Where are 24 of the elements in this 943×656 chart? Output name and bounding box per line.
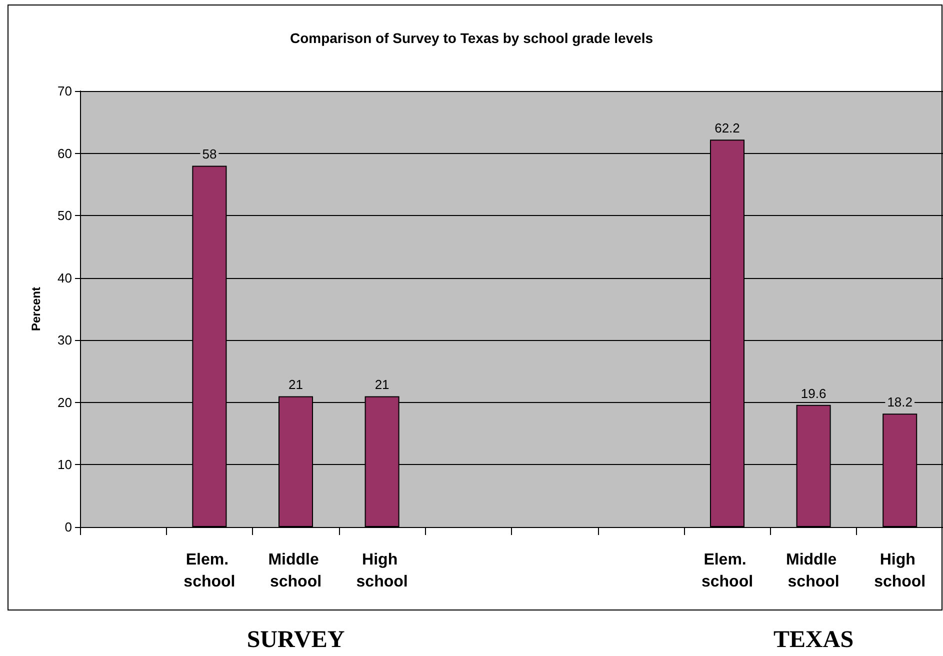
y-tick-label: 0 bbox=[64, 520, 72, 534]
chart-title: Comparison of Survey to Texas by school grade levels bbox=[290, 30, 654, 46]
x-tick-label: Middle school bbox=[268, 552, 324, 590]
x-tick-label: Middle school bbox=[786, 552, 842, 590]
data-label: 21 bbox=[288, 377, 303, 392]
x-tick-label: Elem. school bbox=[184, 552, 236, 590]
y-axis-title: Percent bbox=[29, 286, 43, 332]
data-label: 21 bbox=[374, 377, 390, 392]
x-tick-label: Elem. school bbox=[701, 552, 754, 590]
y-tick-label: 60 bbox=[58, 146, 72, 161]
data-label: 19.6 bbox=[800, 386, 826, 401]
text: TEXAS bbox=[774, 627, 854, 653]
y-tick-label: 20 bbox=[58, 394, 72, 410]
y-tick-label: 70 bbox=[58, 84, 72, 98]
y-tick-label: 50 bbox=[58, 208, 72, 224]
data-label: 58 bbox=[202, 146, 217, 162]
x-tick-label: High school bbox=[356, 552, 408, 590]
y-tick-label: 30 bbox=[58, 332, 72, 348]
x-tick-label: High school bbox=[874, 552, 926, 590]
y-tick-label: 40 bbox=[58, 270, 72, 286]
text: SURVEY bbox=[246, 627, 345, 653]
y-tick-label: 10 bbox=[58, 457, 72, 472]
data-label: 18.2 bbox=[887, 394, 913, 410]
data-label: 62.2 bbox=[714, 120, 740, 136]
